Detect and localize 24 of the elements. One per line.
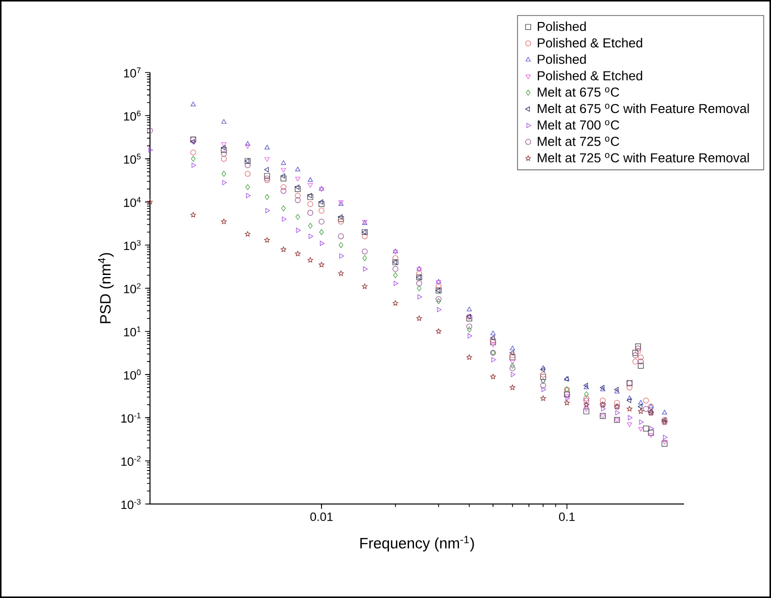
y-tick-label: 10$^{6}$ xyxy=(124,110,141,121)
y-tick-label: 10$^{7}$ xyxy=(124,68,141,78)
legend-label: Melt at 725 $^{o}$C with Feature Removal xyxy=(538,152,749,162)
legend-label: Polished & Etched xyxy=(538,38,642,48)
legend-label: Melt at 725 $^{o}$C xyxy=(538,136,620,146)
legend-label: Polished xyxy=(538,54,586,64)
x-tick-label: 0.01 xyxy=(310,512,333,522)
x-axis-title: Frequency (nm$^{-1}$) xyxy=(360,536,474,552)
y-tick-label: 10$^{1}$ xyxy=(124,326,141,336)
x-tick-label: 0.1 xyxy=(559,512,575,522)
y-tick-label: 10$^{-3}$ xyxy=(121,498,141,510)
y-tick-label: 10$^{5}$ xyxy=(124,154,141,164)
legend-label: Melt at 675 $^{o}$C with Feature Removal xyxy=(538,104,749,114)
y-tick-label: 10$^{2}$ xyxy=(124,283,141,294)
y-tick-label: 10$^{-2}$ xyxy=(121,456,141,466)
legend-label: Polished xyxy=(538,22,586,32)
y-axis-title: PSD (nm$^{4}$) xyxy=(98,253,114,324)
legend-label: Melt at 675 $^{o}$C xyxy=(538,87,620,97)
y-tick-label: 10$^{4}$ xyxy=(124,196,141,207)
y-tick-label: 10$^{-1}$ xyxy=(121,412,141,423)
y-tick-label: 10$^{3}$ xyxy=(124,240,141,250)
y-tick-label: 10$^{0}$ xyxy=(124,370,141,380)
legend-label: Polished & Etched xyxy=(538,70,642,80)
legend-label: Melt at 700 $^{o}$C xyxy=(538,120,620,130)
